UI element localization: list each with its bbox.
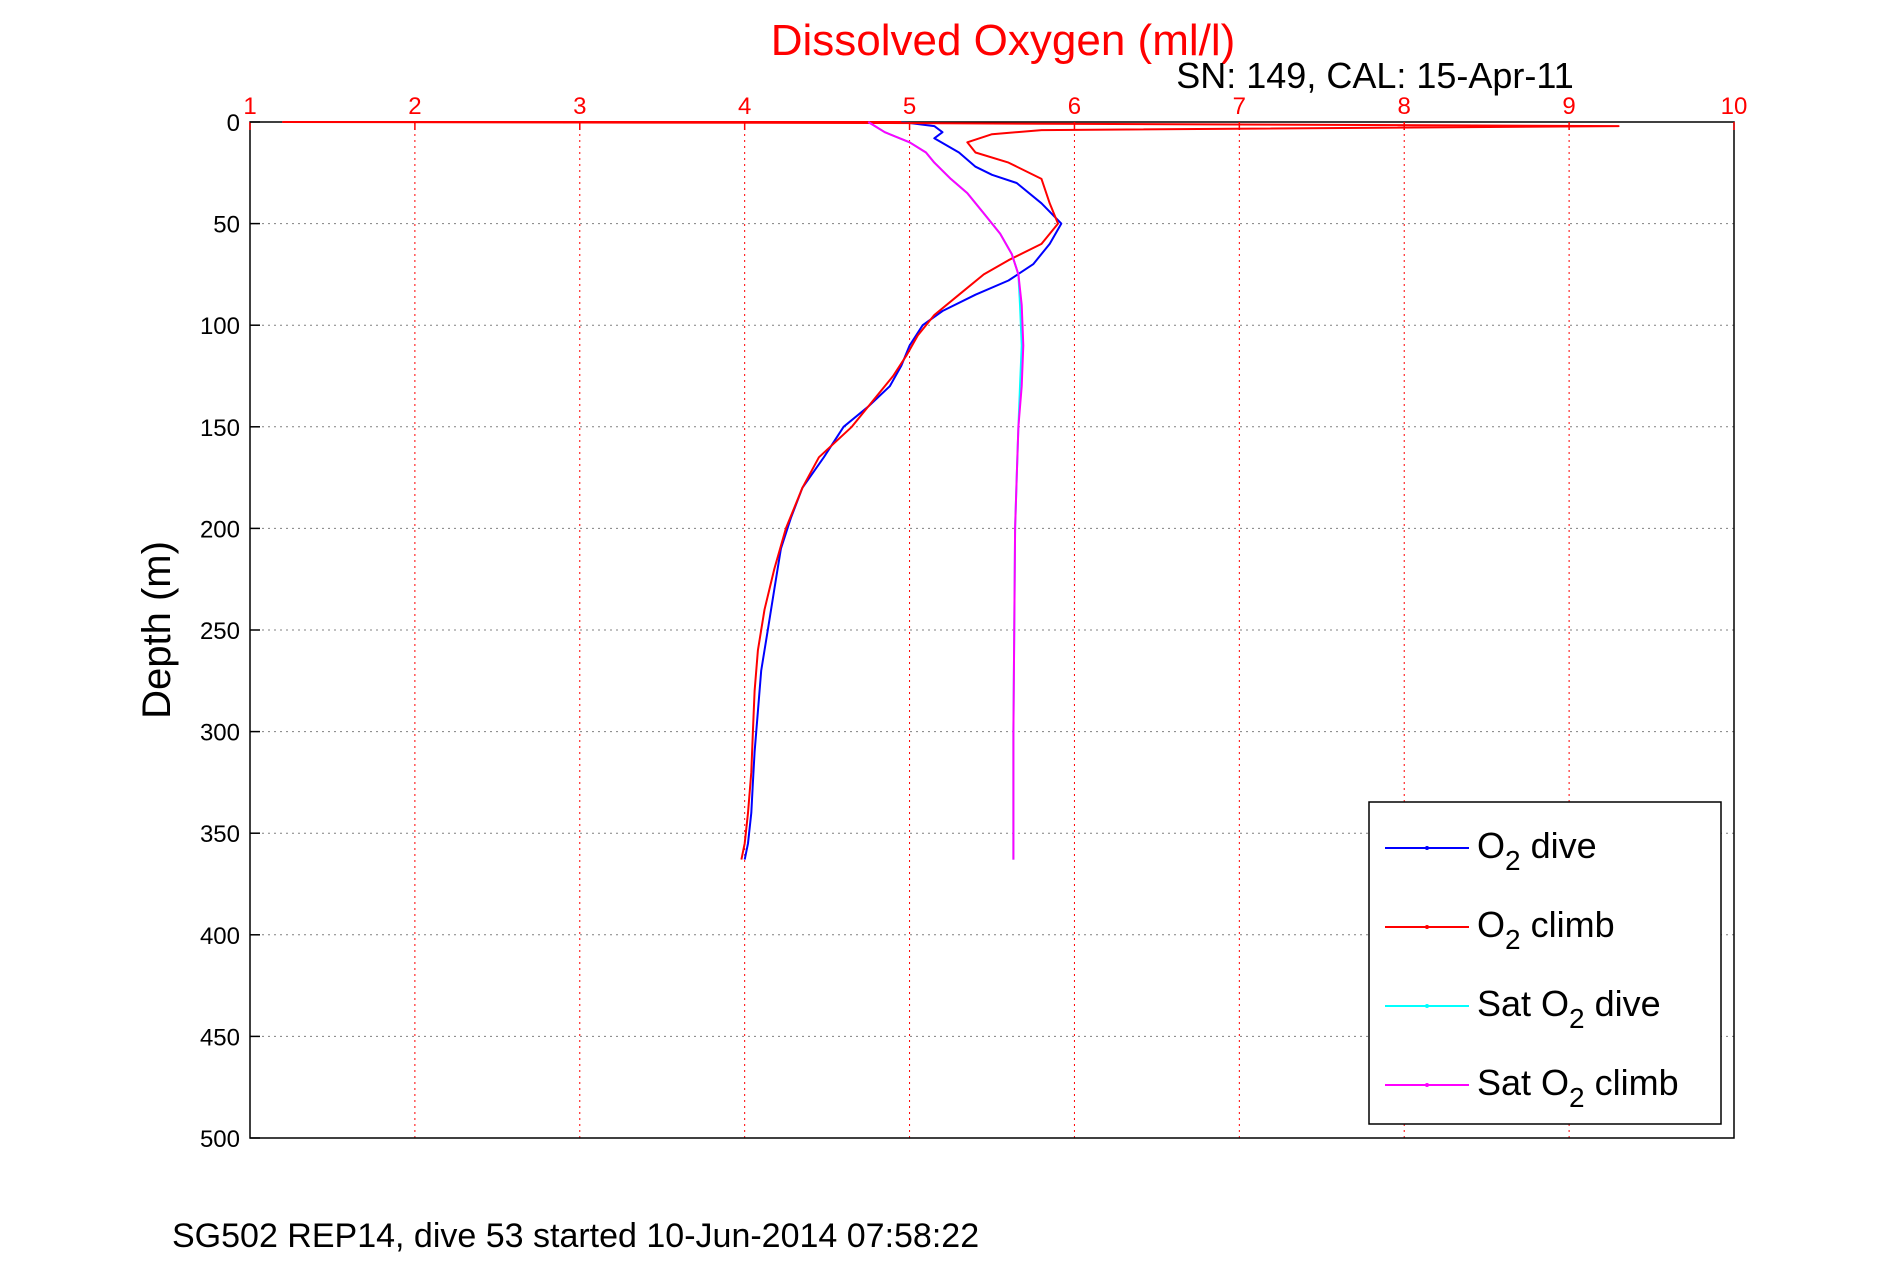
x-tick-label: 6 — [1068, 93, 1081, 120]
legend-label-2: Sat O2 dive — [1477, 983, 1661, 1034]
chart-caption: SG502 REP14, dive 53 started 10-Jun-2014… — [172, 1217, 979, 1255]
y-tick-label: 300 — [200, 720, 240, 747]
x-tick-label: 2 — [408, 93, 421, 120]
x-tick-label: 10 — [1721, 93, 1748, 120]
chart-title: Dissolved Oxygen (ml/l) — [771, 16, 1236, 65]
x-tick-label: 8 — [1398, 93, 1411, 120]
y-tick-label: 0 — [227, 110, 240, 137]
y-tick-label: 100 — [200, 313, 240, 340]
legend-label-0: O2 dive — [1477, 825, 1597, 876]
legend-marker-1 — [1425, 925, 1429, 929]
legend: O2 dive O2 climb Sat O2 dive Sat O2 climb — [1368, 801, 1722, 1125]
y-tick-label: 200 — [200, 516, 240, 543]
series-line-3 — [867, 121, 1025, 860]
legend-marker-3 — [1425, 1083, 1429, 1087]
y-tick-label: 400 — [200, 923, 240, 950]
x-tick-label: 9 — [1562, 93, 1575, 120]
x-tick-label: 7 — [1233, 93, 1246, 120]
x-tick-label: 5 — [903, 93, 916, 120]
y-tick-label: 450 — [200, 1024, 240, 1051]
legend-label-3: Sat O2 climb — [1477, 1062, 1679, 1113]
legend-marker-0 — [1425, 846, 1429, 850]
y-tick-label: 50 — [213, 212, 240, 239]
tick-layer: 1 2 3 4 5 6 7 8 9 1005010015020025030035040045050… — [200, 93, 1747, 1153]
x-tick-label: 4 — [738, 93, 751, 120]
y-tick-label: 150 — [200, 415, 240, 442]
y-tick-label: 350 — [200, 821, 240, 848]
legend-label-1: O2 climb — [1477, 904, 1615, 955]
series-line-0 — [743, 121, 1063, 860]
x-tick-label: 1 — [243, 93, 256, 120]
series-line-1 — [282, 121, 1620, 860]
legend-box — [1368, 801, 1722, 1125]
y-tick-label: 500 — [200, 1126, 240, 1153]
series-layer — [282, 121, 1620, 860]
y-tick-label: 250 — [200, 618, 240, 645]
chart-subtitle: SN: 149, CAL: 15-Apr-11 — [1176, 55, 1574, 96]
legend-marker-2 — [1425, 1004, 1429, 1008]
x-tick-label: 3 — [573, 93, 586, 120]
y-axis-label: Depth (m) — [135, 541, 179, 719]
